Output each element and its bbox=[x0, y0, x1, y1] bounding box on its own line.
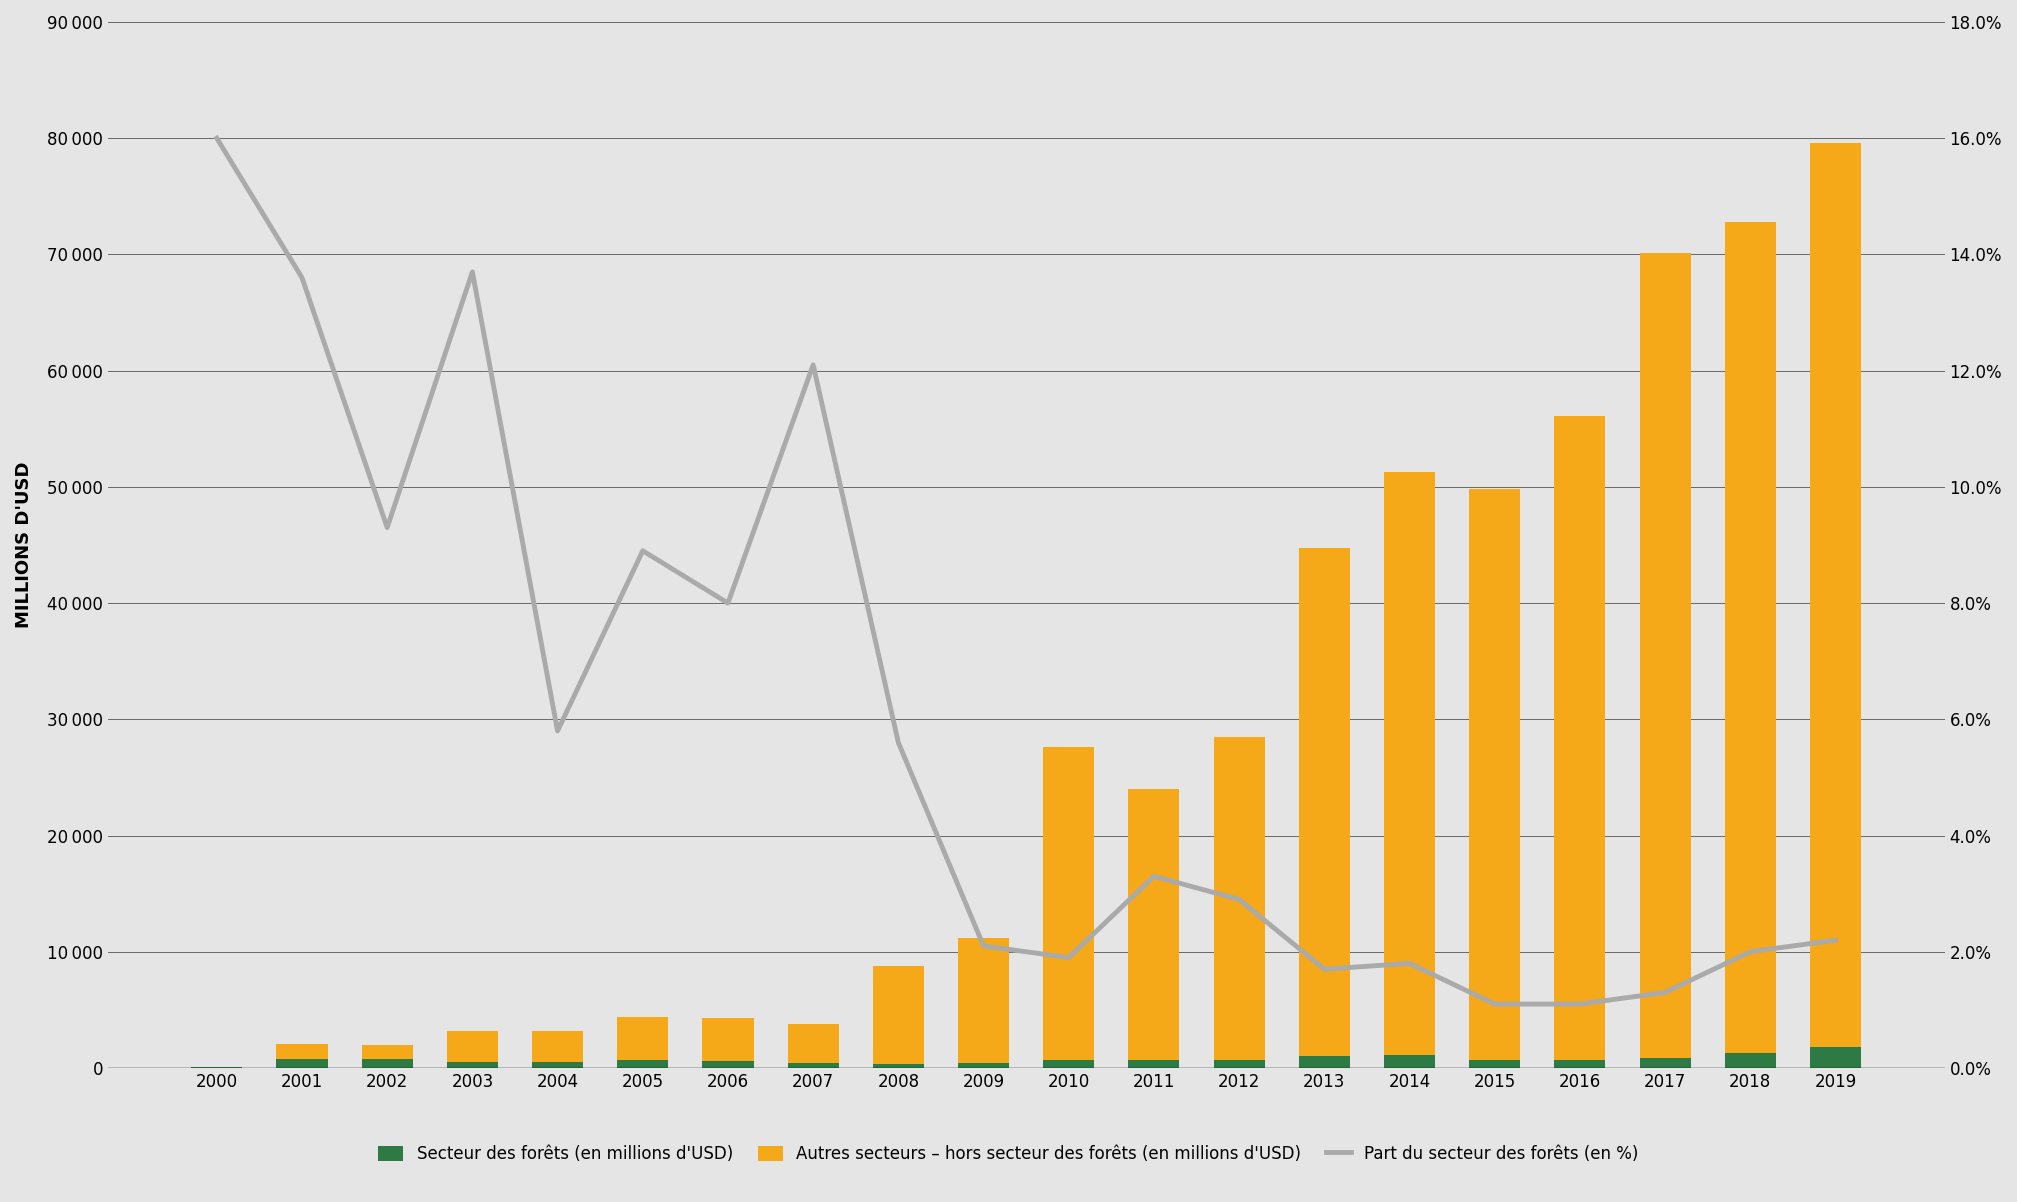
Part du secteur des forêts (en %) bbox=[1142, 869, 1166, 883]
Bar bbox=[1299, 1057, 1349, 1069]
Part du secteur des forêts (en %) bbox=[716, 596, 740, 611]
Bar bbox=[1299, 548, 1349, 1057]
Bar bbox=[448, 1031, 498, 1063]
Part du secteur des forêts (en %) bbox=[885, 736, 910, 750]
Bar bbox=[276, 1059, 327, 1069]
Line: Part du secteur des forêts (en %): Part du secteur des forêts (en %) bbox=[216, 138, 1835, 1004]
Part du secteur des forêts (en %) bbox=[290, 270, 315, 285]
Bar bbox=[702, 1018, 754, 1061]
Bar bbox=[1043, 748, 1095, 1060]
Bar bbox=[1555, 1060, 1606, 1069]
Part du secteur des forêts (en %) bbox=[375, 520, 399, 535]
Bar bbox=[1043, 1060, 1095, 1069]
Part du secteur des forêts (en %) bbox=[631, 543, 656, 558]
Bar bbox=[1128, 1060, 1180, 1069]
Bar bbox=[617, 1060, 668, 1069]
Bar bbox=[958, 938, 1008, 1064]
Part du secteur des forêts (en %) bbox=[1313, 962, 1337, 976]
Bar bbox=[1128, 789, 1180, 1060]
Bar bbox=[617, 1017, 668, 1060]
Bar bbox=[1725, 1053, 1775, 1069]
Part du secteur des forêts (en %) bbox=[1567, 996, 1591, 1011]
Part du secteur des forêts (en %) bbox=[801, 358, 825, 373]
Part du secteur des forêts (en %) bbox=[1739, 945, 1763, 959]
Bar bbox=[1468, 1060, 1521, 1069]
Part du secteur des forêts (en %) bbox=[460, 264, 484, 279]
Bar bbox=[1468, 489, 1521, 1060]
Bar bbox=[958, 1064, 1008, 1069]
Part du secteur des forêts (en %) bbox=[972, 939, 996, 953]
Bar bbox=[1640, 1058, 1690, 1069]
Bar bbox=[702, 1061, 754, 1069]
Bar bbox=[276, 1043, 327, 1059]
Part du secteur des forêts (en %) bbox=[1482, 996, 1507, 1011]
Bar bbox=[1809, 1047, 1862, 1069]
Part du secteur des forêts (en %) bbox=[1398, 956, 1422, 970]
Bar bbox=[787, 1064, 839, 1069]
Bar bbox=[361, 1059, 413, 1069]
Bar bbox=[1384, 471, 1434, 1055]
Bar bbox=[532, 1063, 583, 1069]
Bar bbox=[532, 1031, 583, 1063]
Bar bbox=[873, 1065, 924, 1069]
Bar bbox=[1809, 143, 1862, 1047]
Bar bbox=[448, 1063, 498, 1069]
Part du secteur des forêts (en %) bbox=[1226, 892, 1251, 906]
Legend: Secteur des forêts (en millions d'USD), Autres secteurs – hors secteur des forêt: Secteur des forêts (en millions d'USD), … bbox=[371, 1138, 1646, 1170]
Bar bbox=[1214, 1060, 1265, 1069]
Part du secteur des forêts (en %) bbox=[545, 724, 569, 738]
Bar bbox=[1725, 222, 1775, 1053]
Bar bbox=[1384, 1055, 1434, 1069]
Part du secteur des forêts (en %) bbox=[1823, 933, 1848, 947]
Part du secteur des forêts (en %) bbox=[204, 131, 228, 145]
Bar bbox=[1555, 416, 1606, 1060]
Part du secteur des forêts (en %) bbox=[1654, 986, 1678, 1000]
Bar bbox=[787, 1024, 839, 1064]
Bar bbox=[873, 965, 924, 1065]
Bar bbox=[1640, 254, 1690, 1058]
Bar bbox=[1214, 737, 1265, 1060]
Part du secteur des forêts (en %) bbox=[1057, 951, 1081, 965]
Bar bbox=[361, 1045, 413, 1059]
Y-axis label: MILLIONS D'USD: MILLIONS D'USD bbox=[14, 462, 32, 629]
